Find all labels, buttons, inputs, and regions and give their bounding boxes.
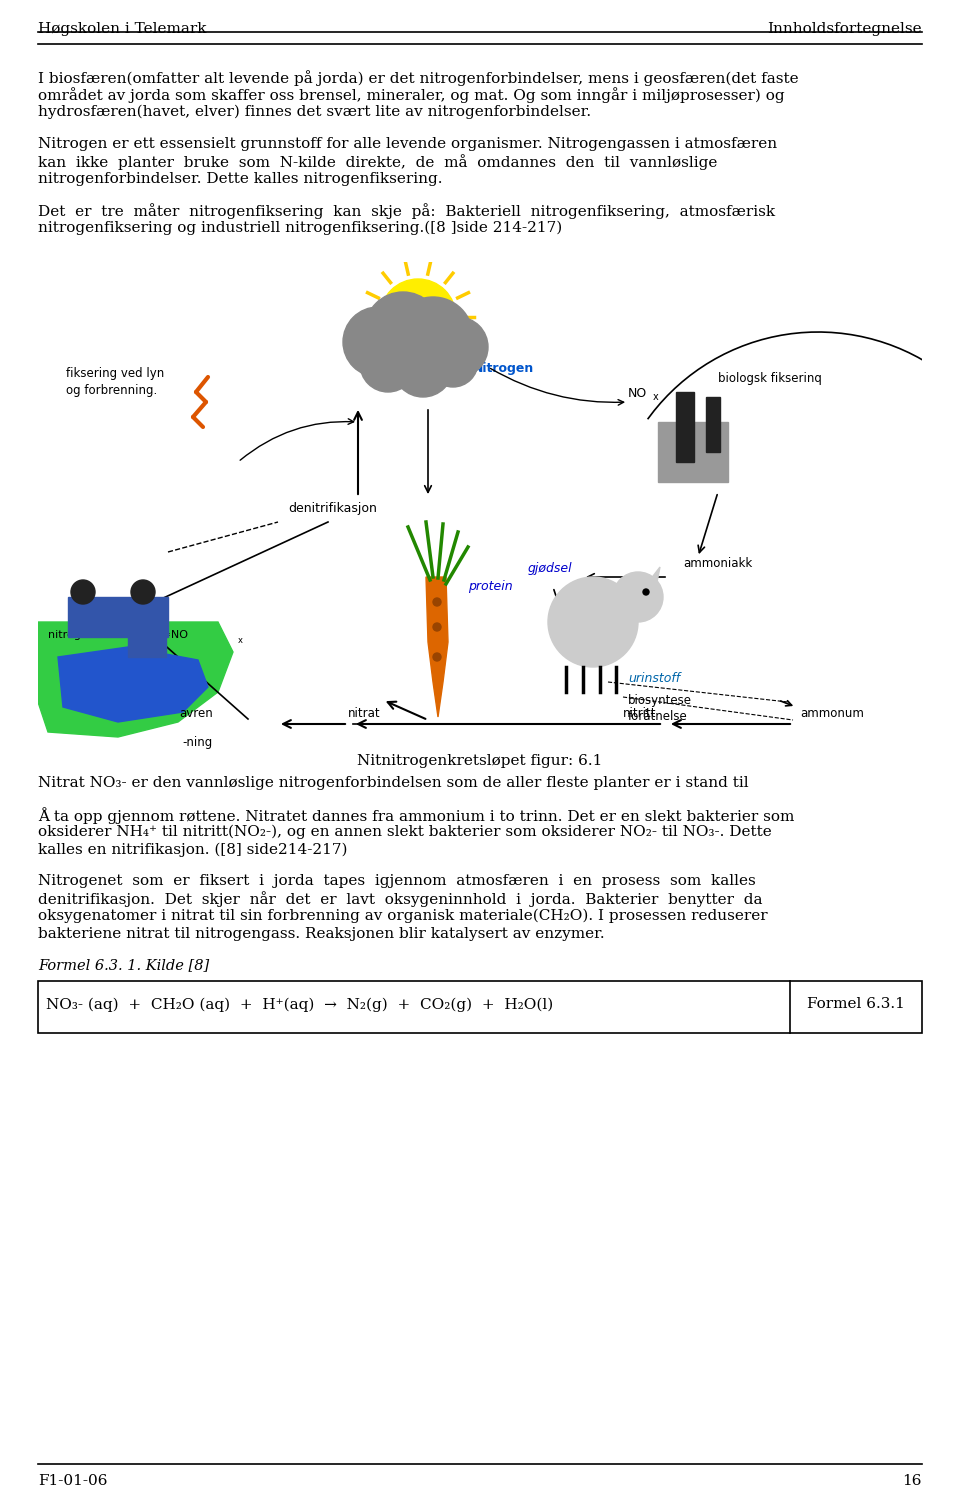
Text: nitrat: nitrat xyxy=(348,706,380,720)
Text: denitrifikasjon.  Det  skjer  når  det  er  lavt  oksygeninnhold  i  jorda.  Bak: denitrifikasjon. Det skjer når det er la… xyxy=(38,892,762,908)
Text: Høgskolen i Telemark: Høgskolen i Telemark xyxy=(38,23,206,36)
Circle shape xyxy=(548,577,638,667)
Bar xyxy=(68,596,168,637)
Text: kalles en nitrifikasjon. ([8] side214-217): kalles en nitrifikasjon. ([8] side214-21… xyxy=(38,842,348,857)
Circle shape xyxy=(380,279,456,355)
Text: nitrogenforbindelser. Dette kalles nitrogenfiksering.: nitrogenforbindelser. Dette kalles nitro… xyxy=(38,172,443,185)
Circle shape xyxy=(433,598,441,605)
Text: protein: protein xyxy=(468,580,513,593)
Text: Det  er  tre  måter  nitrogenfiksering  kan  skje  på:  Bakteriell  nitrogenfiks: Det er tre måter nitrogenfiksering kan s… xyxy=(38,203,775,218)
Text: NO: NO xyxy=(628,387,647,401)
Text: Formel 6.3.1: Formel 6.3.1 xyxy=(807,997,905,1012)
Text: fiksering ved lyn: fiksering ved lyn xyxy=(66,367,164,380)
Text: biologsk fikserinq: biologsk fikserinq xyxy=(718,372,822,386)
Text: NO₃- (aq)  +  CH₂O (aq)  +  H⁺(aq)  →  N₂(g)  +  CO₂(g)  +  H₂O(l): NO₃- (aq) + CH₂O (aq) + H⁺(aq) → N₂(g) +… xyxy=(46,997,553,1012)
Circle shape xyxy=(360,336,416,392)
Text: hydrosfæren(havet, elver) finnes det svært lite av nitrogenforbindelser.: hydrosfæren(havet, elver) finnes det svæ… xyxy=(38,105,591,119)
Text: urinstoff: urinstoff xyxy=(628,672,680,685)
Text: Innholdsfortegnelse: Innholdsfortegnelse xyxy=(767,23,922,36)
Bar xyxy=(38,980,922,1033)
Text: oksygenatomer i nitrat til sin forbrenning av organisk materiale(CH₂O). I proses: oksygenatomer i nitrat til sin forbrenni… xyxy=(38,910,768,923)
Circle shape xyxy=(613,572,663,622)
Polygon shape xyxy=(650,566,660,587)
Bar xyxy=(676,392,694,462)
Polygon shape xyxy=(426,577,448,717)
Circle shape xyxy=(343,307,413,376)
Text: Nitrogenet  som  er  fiksert  i  jorda  tapes  igjennom  atmosfæren  i  en  pros: Nitrogenet som er fiksert i jorda tapes … xyxy=(38,873,756,889)
Circle shape xyxy=(393,297,473,376)
Text: avren: avren xyxy=(180,706,213,720)
Circle shape xyxy=(428,316,488,376)
Circle shape xyxy=(433,623,441,631)
Circle shape xyxy=(393,337,453,398)
Circle shape xyxy=(365,292,441,367)
Polygon shape xyxy=(38,622,233,736)
Circle shape xyxy=(428,337,478,387)
Text: I biosfæren(omfatter alt levende på jorda) er det nitrogenforbindelser, mens i g: I biosfæren(omfatter alt levende på jord… xyxy=(38,69,799,86)
Text: biosyntese: biosyntese xyxy=(628,694,692,706)
Circle shape xyxy=(71,580,95,604)
Text: kan  ikke  planter  bruke  som  N-kilde  direkte,  de  må  omdannes  den  til  v: kan ikke planter bruke som N-kilde direk… xyxy=(38,154,717,170)
Text: og forbrenning.: og forbrenning. xyxy=(66,384,157,398)
Text: foråtnelse: foråtnelse xyxy=(628,709,687,723)
Text: oksiderer NH₄⁺ til nitritt(NO₂-), og en annen slekt bakterier som oksiderer NO₂-: oksiderer NH₄⁺ til nitritt(NO₂-), og en … xyxy=(38,825,772,839)
Bar xyxy=(128,633,166,657)
Text: denitrifikasjon: denitrifikasjon xyxy=(288,501,377,515)
Text: ammoniakk: ammoniakk xyxy=(683,557,753,569)
Circle shape xyxy=(433,654,441,661)
Text: -ning: -ning xyxy=(182,736,213,748)
Text: gjødsel: gjødsel xyxy=(528,562,572,575)
Polygon shape xyxy=(58,648,208,721)
Text: nitrogenfiksering og industriell nitrogenfiksering.([8 ]side 214-217): nitrogenfiksering og industriell nitroge… xyxy=(38,220,563,235)
Bar xyxy=(658,422,728,482)
Text: Nitrogen er ett essensielt grunnstoff for alle levende organismer. Nitrogengasse: Nitrogen er ett essensielt grunnstoff fo… xyxy=(38,137,778,151)
Text: området av jorda som skaffer oss brensel, mineraler, og mat. Og som inngår i mil: området av jorda som skaffer oss brensel… xyxy=(38,87,784,104)
Circle shape xyxy=(131,580,155,604)
Text: bakteriene nitrat til nitrogengass. Reaksjonen blir katalysert av enzymer.: bakteriene nitrat til nitrogengass. Reak… xyxy=(38,926,605,941)
Text: Å ta opp gjennom røttene. Nitratet dannes fra ammonium i to trinn. Det er en sle: Å ta opp gjennom røttene. Nitratet danne… xyxy=(38,807,794,824)
Text: Nitrat NO₃- er den vannløslige nitrogenforbindelsen som de aller fleste planter : Nitrat NO₃- er den vannløslige nitrogenf… xyxy=(38,776,749,791)
Bar xyxy=(706,398,720,452)
Text: x: x xyxy=(653,392,659,402)
Text: ammonum: ammonum xyxy=(800,706,864,720)
Text: 16: 16 xyxy=(902,1474,922,1488)
Text: nitritt: nitritt xyxy=(622,706,656,720)
Text: x: x xyxy=(238,636,243,645)
Text: Formel 6.3. 1. Kilde [8]: Formel 6.3. 1. Kilde [8] xyxy=(38,958,209,971)
Circle shape xyxy=(643,589,649,595)
Text: Nitnitrogenkretsløpet figur: 6.1: Nitnitrogenkretsløpet figur: 6.1 xyxy=(357,755,603,768)
Text: F1-01-06: F1-01-06 xyxy=(38,1474,108,1488)
Text: nitrogen + oksygen =NO: nitrogen + oksygen =NO xyxy=(48,630,188,640)
Text: Nitrogen: Nitrogen xyxy=(473,361,535,375)
